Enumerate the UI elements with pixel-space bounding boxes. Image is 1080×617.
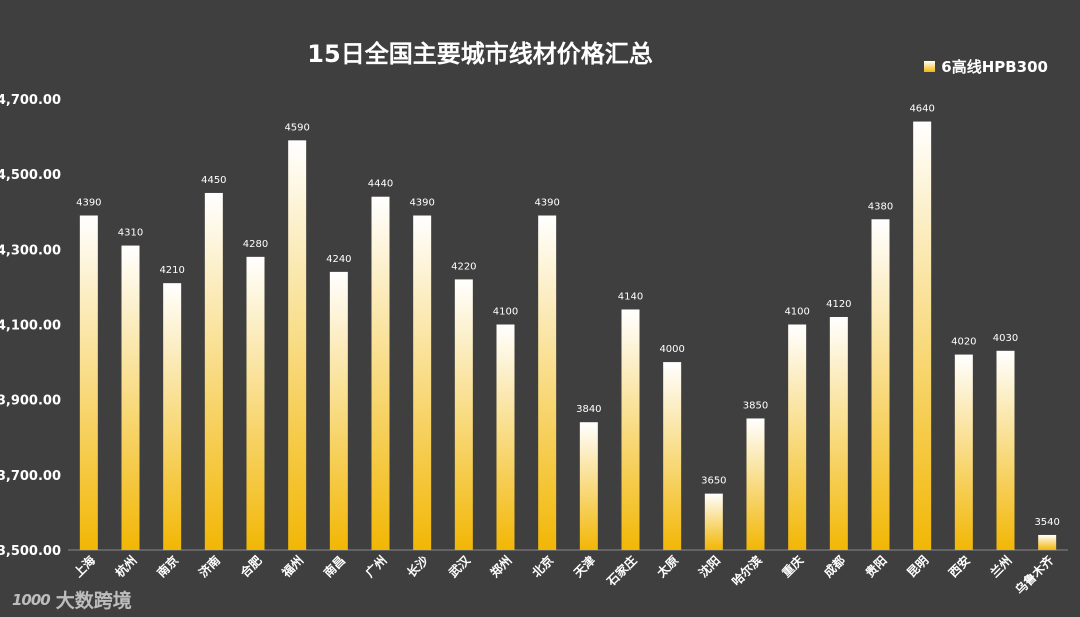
- legend-label: 6高线HPB300: [941, 58, 1048, 76]
- data-label: 4100: [493, 307, 518, 318]
- bar: [579, 422, 598, 550]
- x-tick-label: 重庆: [779, 553, 807, 581]
- data-label: 4280: [243, 239, 268, 250]
- x-tick-label: 合肥: [237, 553, 265, 581]
- bar: [163, 283, 182, 550]
- x-tick-label: 昆明: [904, 553, 931, 580]
- data-label: 4000: [659, 344, 684, 355]
- legend-swatch: [924, 61, 936, 72]
- bar: [996, 350, 1015, 550]
- bar: [413, 215, 432, 550]
- bar: [871, 219, 890, 550]
- data-label: 4590: [284, 122, 309, 133]
- y-tick-label: 4,100.00: [0, 319, 61, 334]
- bar: [621, 309, 640, 550]
- watermark-text: 大数跨境: [55, 590, 132, 612]
- data-label: 3650: [701, 476, 726, 487]
- data-label: 4390: [409, 198, 434, 209]
- x-tick-label: 沈阳: [695, 553, 723, 581]
- bar: [371, 196, 390, 550]
- data-label: 4380: [868, 201, 893, 212]
- data-label: 4390: [76, 198, 101, 209]
- bar: [329, 271, 348, 550]
- data-label: 4020: [951, 337, 976, 348]
- x-tick-label: 广州: [362, 553, 390, 581]
- data-label: 4640: [909, 104, 934, 115]
- data-label: 3540: [1034, 517, 1059, 528]
- bar: [829, 316, 848, 550]
- y-tick-label: 4,500.00: [0, 168, 61, 183]
- x-tick-label: 贵阳: [862, 553, 890, 581]
- x-tick-label: 南昌: [320, 553, 348, 581]
- data-label: 4030: [993, 333, 1018, 344]
- data-label: 4390: [534, 198, 559, 209]
- bar: [121, 245, 140, 550]
- watermark-logo: 1000: [12, 590, 51, 609]
- bar: [204, 192, 223, 551]
- bar: [246, 256, 265, 550]
- y-tick-label: 4,300.00: [0, 243, 61, 258]
- x-tick-label: 天津: [570, 553, 598, 581]
- bar: [454, 279, 473, 550]
- data-label: 4450: [201, 175, 226, 186]
- data-label: 3840: [576, 404, 601, 415]
- bar: [954, 354, 973, 550]
- bar: [663, 362, 682, 550]
- x-tick-label: 上海: [70, 553, 98, 581]
- x-tick-label: 西安: [945, 553, 973, 581]
- bar: [288, 140, 307, 550]
- y-tick-label: 3,900.00: [0, 394, 61, 409]
- x-tick-label: 乌鲁木齐: [1012, 552, 1057, 597]
- data-label: 4120: [826, 299, 851, 310]
- data-label: 4440: [368, 179, 393, 190]
- bar: [704, 493, 723, 550]
- y-tick-label: 4,700.00: [0, 93, 61, 108]
- data-label: 4100: [784, 307, 809, 318]
- bar: [746, 418, 765, 550]
- bar: [788, 324, 807, 550]
- bar: [538, 215, 557, 550]
- y-tick-label: 3,700.00: [0, 469, 61, 484]
- y-tick-label: 3,500.00: [0, 544, 61, 559]
- x-tick-label: 兰州: [987, 553, 1015, 581]
- bar: [79, 215, 98, 550]
- x-tick-label: 长沙: [404, 553, 432, 581]
- x-tick-label: 成都: [820, 553, 848, 581]
- x-tick-label: 郑州: [487, 553, 515, 581]
- x-tick-label: 石家庄: [603, 553, 640, 590]
- x-tick-label: 济南: [195, 553, 223, 581]
- watermark: 1000 大数跨境: [12, 586, 132, 613]
- x-tick-label: 杭州: [112, 553, 140, 581]
- bar: [913, 121, 932, 551]
- x-tick-label: 北京: [529, 553, 557, 581]
- data-label: 4220: [451, 261, 476, 272]
- x-tick-label: 哈尔滨: [729, 553, 765, 589]
- x-tick-label: 太原: [654, 553, 682, 581]
- data-label: 4210: [159, 265, 184, 276]
- data-label: 4240: [326, 254, 351, 265]
- chart-title: 15日全国主要城市线材价格汇总: [307, 40, 653, 68]
- x-tick-label: 武汉: [445, 552, 473, 580]
- data-label: 4140: [618, 291, 643, 302]
- x-tick-label: 南京: [154, 553, 182, 581]
- bar: [1038, 534, 1057, 550]
- data-label: 3850: [743, 400, 768, 411]
- data-label: 4310: [118, 228, 143, 239]
- legend: 6高线HPB300: [924, 56, 1048, 77]
- bar: [496, 324, 515, 550]
- x-tick-label: 福州: [278, 553, 306, 581]
